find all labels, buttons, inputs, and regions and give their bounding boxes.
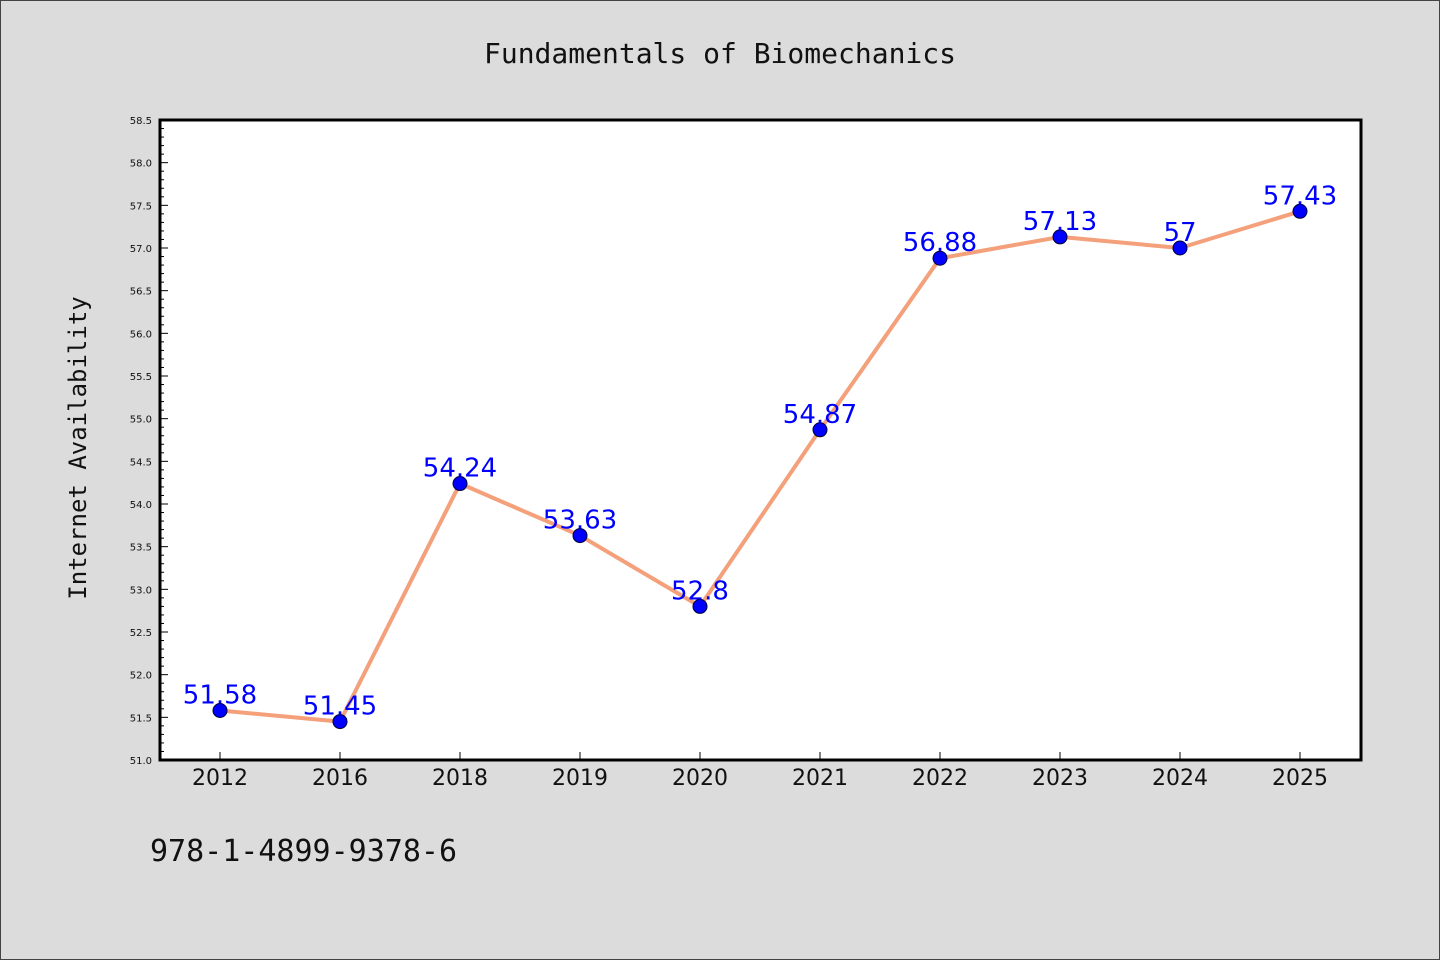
data-label: 57 bbox=[1163, 218, 1196, 248]
data-point bbox=[212, 703, 228, 719]
x-tick-label: 2018 bbox=[432, 766, 488, 791]
y-tick-label: 56.0 bbox=[130, 329, 152, 340]
y-tick-label: 57.0 bbox=[130, 244, 152, 255]
y-tick-label: 56.5 bbox=[130, 287, 152, 298]
y-tick-label: 54.0 bbox=[130, 500, 152, 511]
y-tick-label: 52.5 bbox=[130, 628, 152, 639]
x-tick-label: 2012 bbox=[192, 766, 248, 791]
point-layer bbox=[212, 203, 1308, 730]
x-tick-label: 2021 bbox=[792, 766, 848, 791]
y-tick-label: 51.5 bbox=[130, 713, 152, 724]
y-axis-label: Internet Availability bbox=[64, 296, 92, 599]
data-label: 52.8 bbox=[671, 576, 729, 606]
y-tick-label: 54.5 bbox=[130, 457, 152, 468]
y-tick-label: 53.0 bbox=[130, 585, 152, 596]
data-point bbox=[692, 598, 708, 614]
data-point bbox=[1172, 240, 1188, 256]
data-label: 57.13 bbox=[1023, 207, 1097, 237]
x-tick-label: 2023 bbox=[1032, 766, 1088, 791]
data-point bbox=[572, 528, 588, 544]
data-point bbox=[932, 250, 948, 266]
data-label: 53.63 bbox=[543, 506, 617, 536]
y-tick-label: 57.5 bbox=[130, 201, 152, 212]
data-label: 54.87 bbox=[783, 400, 857, 430]
tick-layer: 51.0 51.5 52.0 52.5 53.0 53.5 54.0 54.5 55.0 55.5… bbox=[130, 116, 1328, 791]
y-tick-label: 52.0 bbox=[130, 671, 152, 682]
data-point bbox=[812, 422, 828, 438]
data-label: 51.58 bbox=[183, 681, 257, 711]
y-tick-label: 58.5 bbox=[130, 116, 152, 127]
y-tick-label: 55.5 bbox=[130, 372, 152, 383]
chart-title: Fundamentals of Biomechanics bbox=[484, 37, 956, 70]
data-point bbox=[332, 714, 348, 730]
y-tick-label: 58.0 bbox=[130, 159, 152, 170]
x-tick-label: 2019 bbox=[552, 766, 608, 791]
plot-border bbox=[158, 118, 1363, 762]
identifier-text: 978-1-4899-9378-6 bbox=[150, 834, 458, 869]
x-tick-label: 2016 bbox=[312, 766, 368, 791]
data-label: 54.24 bbox=[423, 454, 497, 484]
plot-area bbox=[160, 120, 1361, 760]
data-point bbox=[452, 476, 468, 492]
data-label: 57.43 bbox=[1263, 181, 1337, 211]
x-tick-label: 2024 bbox=[1152, 766, 1208, 791]
series-line bbox=[218, 209, 1302, 724]
data-label-layer: 51.58 51.45 54.24 53.63 52.8 54.87 56.88 57.13 5… bbox=[183, 181, 1337, 721]
data-point bbox=[1292, 203, 1308, 219]
data-point bbox=[1052, 229, 1068, 245]
y-tick-label: 55.0 bbox=[130, 415, 152, 426]
data-label: 51.45 bbox=[303, 692, 377, 722]
y-tick-label: 51.0 bbox=[130, 756, 152, 767]
x-tick-label: 2020 bbox=[672, 766, 728, 791]
x-tick-label: 2025 bbox=[1272, 766, 1328, 791]
data-label: 56.88 bbox=[903, 228, 977, 258]
y-tick-label: 53.5 bbox=[130, 543, 152, 554]
x-tick-label: 2022 bbox=[912, 766, 968, 791]
